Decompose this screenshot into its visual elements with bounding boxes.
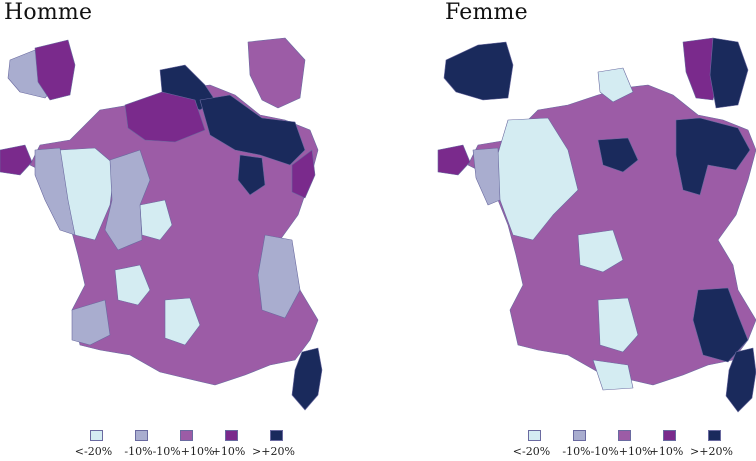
region-lorraine bbox=[237, 154, 266, 196]
legend-swatch bbox=[135, 430, 148, 441]
region-east-strip bbox=[675, 117, 751, 196]
legend-item: >+20% bbox=[690, 430, 737, 458]
legend-swatch bbox=[180, 430, 193, 441]
legend-label: -10% bbox=[124, 445, 153, 458]
region-south-low bbox=[71, 299, 111, 346]
legend-label: +10% bbox=[649, 445, 684, 458]
legend-item: <-20% bbox=[74, 430, 119, 458]
legend-label: -10%+10% bbox=[152, 445, 215, 458]
region-corsica bbox=[725, 347, 756, 413]
legend-label: +10% bbox=[211, 445, 246, 458]
legend-item: >+20% bbox=[252, 430, 299, 458]
legend-item: <-20% bbox=[512, 430, 557, 458]
legend-femme: <-20% -10% -10%+10% +10% >+20% bbox=[512, 430, 737, 458]
legend-label: >+20% bbox=[252, 445, 295, 458]
legend-label: <-20% bbox=[74, 445, 113, 458]
legend-swatch bbox=[573, 430, 586, 441]
map-homme bbox=[0, 37, 323, 411]
legend-label: <-20% bbox=[512, 445, 551, 458]
region-south-pale bbox=[164, 297, 201, 346]
panel-title-homme: Homme bbox=[4, 0, 93, 25]
legend-item: -10%+10% bbox=[591, 430, 652, 458]
region-ne-inset bbox=[247, 37, 306, 109]
region-ne-block bbox=[199, 94, 306, 166]
region-nw-inset bbox=[443, 41, 514, 101]
legend-item: +10% bbox=[209, 430, 254, 458]
legend-label: >+20% bbox=[690, 445, 733, 458]
legend-swatch bbox=[708, 430, 721, 441]
legend-item: -10%+10% bbox=[153, 430, 214, 458]
legend-swatch bbox=[270, 430, 283, 441]
region-center-pale bbox=[577, 229, 624, 273]
region-alps-dark bbox=[692, 287, 749, 363]
region-south-pale bbox=[592, 359, 634, 391]
region-sw-pale bbox=[114, 264, 151, 306]
legend-swatch bbox=[90, 430, 103, 441]
legend-item: -10% bbox=[119, 430, 164, 458]
legend-swatch bbox=[225, 430, 238, 441]
region-sw-pale bbox=[597, 297, 639, 353]
legend-swatch bbox=[663, 430, 676, 441]
region-paris-block bbox=[597, 137, 639, 173]
region-ne-inset-east bbox=[709, 37, 749, 109]
region-brittany bbox=[437, 144, 471, 176]
map-femme bbox=[437, 37, 756, 413]
region-brittany bbox=[0, 144, 33, 176]
legend-swatch bbox=[528, 430, 541, 441]
region-west-lower bbox=[472, 147, 501, 206]
region-nw-inset-east bbox=[34, 39, 76, 101]
legend-homme: <-20% -10% -10%+10% +10% >+20% bbox=[74, 430, 299, 458]
legend-label: -10%+10% bbox=[590, 445, 653, 458]
region-north-belt bbox=[124, 91, 206, 143]
legend-label: -10% bbox=[562, 445, 591, 458]
region-west-lower bbox=[34, 147, 76, 236]
region-corsica bbox=[291, 347, 323, 411]
region-center-low bbox=[104, 149, 151, 251]
legend-item: +10% bbox=[647, 430, 692, 458]
region-north-top bbox=[597, 67, 634, 103]
panel-title-femme: Femme bbox=[445, 0, 528, 25]
legend-swatch bbox=[618, 430, 631, 441]
region-alps-low bbox=[257, 234, 301, 319]
region-alsace-strip bbox=[291, 149, 316, 199]
legend-item: -10% bbox=[557, 430, 602, 458]
